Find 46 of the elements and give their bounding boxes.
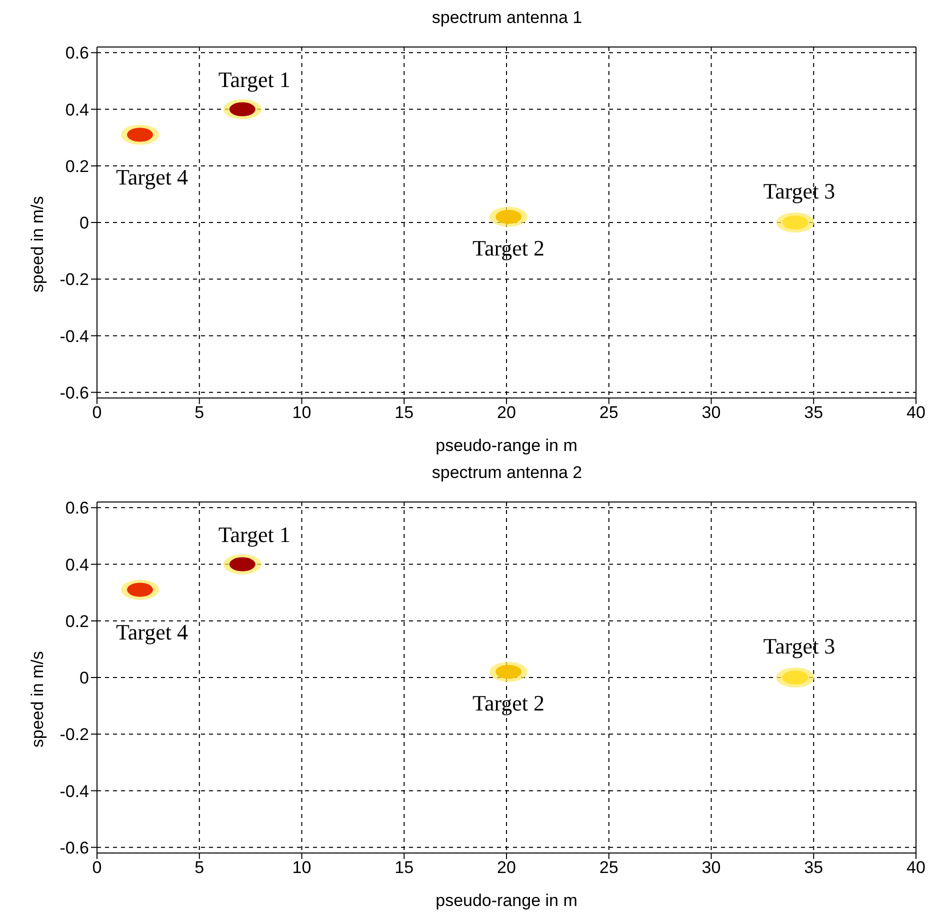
x-tick-label: 10: [292, 403, 312, 422]
y-tick-label: 0.2: [65, 156, 89, 176]
annotation: Target 2: [472, 236, 545, 261]
x-tick-label: 25: [599, 403, 618, 422]
chart-title: spectrum antenna 2: [430, 463, 584, 483]
x-axis-title: pseudo-range in m: [436, 436, 578, 455]
x-tick-label: 35: [804, 403, 824, 422]
annotation: Target 4: [116, 164, 188, 190]
annotation: Target 3: [763, 633, 836, 658]
y-tick-label: 0.6: [65, 498, 89, 518]
y-tick-label: 0: [80, 214, 89, 233]
annotation: Target 1: [218, 67, 290, 92]
x-tick-label: 20: [497, 403, 516, 422]
x-tick-label: 5: [194, 403, 204, 422]
x-tick-label: 35: [804, 858, 824, 878]
y-tick-label: 0: [80, 668, 89, 688]
y-tick-label: 0.4: [65, 100, 89, 120]
y-axis-title: speed in m/s: [28, 651, 48, 748]
x-tick-label: 25: [599, 858, 618, 878]
y-tick-label: -0.6: [60, 383, 89, 402]
y-tick-label: 0.6: [65, 44, 89, 63]
x-tick-label: 30: [702, 403, 721, 422]
x-tick-label: 40: [906, 858, 926, 878]
x-tick-label: 0: [92, 858, 102, 878]
annotation: Target 3: [763, 178, 836, 204]
x-tick-label: 20: [497, 858, 516, 878]
x-tick-label: 15: [394, 403, 414, 422]
y-tick-label: -0.4: [60, 326, 89, 346]
x-tick-label: 5: [194, 858, 204, 878]
x-axis-title: pseudo-range in m: [436, 891, 578, 910]
annotation: Target 1: [218, 522, 290, 548]
x-tick-label: 40: [906, 403, 926, 422]
y-axis-title: speed in m/s: [28, 196, 48, 292]
x-tick-label: 30: [702, 858, 721, 878]
x-tick-label: 0: [92, 403, 102, 422]
y-tick-label: -0.6: [60, 838, 89, 858]
y-tick-label: -0.4: [60, 782, 89, 801]
x-tick-label: 15: [394, 858, 414, 878]
y-tick-label: 0.4: [65, 555, 89, 574]
chart-title: spectrum antenna 1: [430, 8, 584, 28]
y-tick-label: -0.2: [60, 270, 89, 290]
annotation: Target 2: [472, 690, 545, 716]
y-tick-label: 0.2: [65, 612, 89, 631]
x-tick-label: 10: [292, 858, 312, 878]
annotation: Target 4: [116, 620, 188, 645]
y-tick-label: -0.2: [60, 725, 89, 744]
